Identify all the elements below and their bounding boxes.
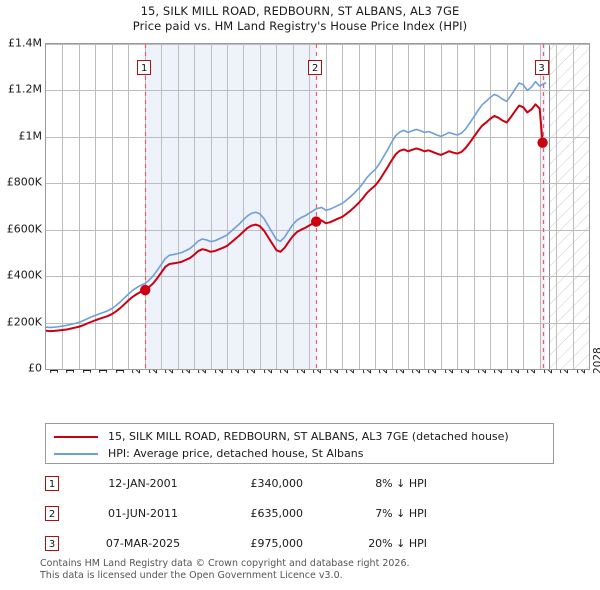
price-history-chart[interactable] [45,43,590,370]
y-tick-label: £1.2M [8,82,42,96]
transaction-price-1: £340,000 [250,477,304,490]
footer-attribution: Contains HM Land Registry data © Crown c… [40,558,570,581]
legend-item-property: 15, SILK MILL ROAD, REDBOURN, ST ALBANS,… [54,428,509,445]
legend-label-property: 15, SILK MILL ROAD, REDBOURN, ST ALBANS,… [108,430,509,443]
legend-label-hpi: HPI: Average price, detached house, St A… [108,447,364,460]
footer-line-copyright: Contains HM Land Registry data © Crown c… [40,558,410,569]
y-tick-label: £0 [28,361,42,375]
table-row[interactable]: 1 12-JAN-2001 £340,000 8% ↓ HPI [45,476,445,496]
legend-swatch-hpi [54,452,98,455]
y-tick-label: £800K [6,175,42,189]
table-row[interactable]: 3 07-MAR-2025 £975,000 20% ↓ HPI [45,536,445,556]
chart-marker-1: 1 [137,60,152,75]
title-line-property: 15, SILK MILL ROAD, REDBOURN, ST ALBANS,… [140,4,460,18]
chart-marker-3: 3 [534,60,549,75]
y-tick-label: £600K [6,222,42,236]
y-tick-label: £400K [6,268,42,282]
page-title: 15, SILK MILL ROAD, REDBOURN, ST ALBANS,… [0,4,600,34]
x-tick-label: 2028 [592,347,600,374]
legend-swatch-property [54,435,98,438]
transaction-hpi-delta-3: 20% ↓ HPI [368,537,427,550]
title-line-subtitle: Price paid vs. HM Land Registry's House … [132,19,468,33]
chart-marker-2: 2 [308,60,323,75]
table-row[interactable]: 2 01-JUN-2011 £635,000 7% ↓ HPI [45,506,445,526]
chart-legend: 15, SILK MILL ROAD, REDBOURN, ST ALBANS,… [45,423,554,464]
transaction-index-3: 3 [45,536,59,551]
transaction-index-2: 2 [45,506,59,521]
chart-plot-svg [46,44,589,369]
transaction-index-1: 1 [45,476,59,491]
y-axis-tick-labels: £0 £200K £400K £600K £800K £1M £1.2M £1.4M [0,0,45,590]
transaction-date-1: 12-JAN-2001 [108,477,178,490]
y-tick-label: £200K [6,315,42,329]
transaction-date-2: 01-JUN-2011 [107,507,179,520]
legend-item-hpi: HPI: Average price, detached house, St A… [54,445,363,462]
y-tick-label: £1M [18,129,43,143]
footer-line-licence: This data is licensed under the Open Gov… [40,569,343,581]
transaction-price-3: £975,000 [250,537,304,550]
transaction-date-3: 07-MAR-2025 [105,537,181,550]
transaction-hpi-delta-1: 8% ↓ HPI [375,477,427,490]
transaction-price-2: £635,000 [250,507,304,520]
y-tick-label: £1.4M [8,36,42,50]
transaction-hpi-delta-2: 7% ↓ HPI [375,507,427,520]
